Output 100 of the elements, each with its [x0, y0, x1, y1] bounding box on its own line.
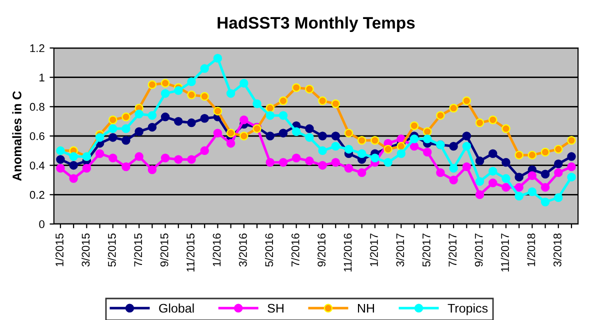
- point: [528, 150, 537, 160]
- point: [554, 168, 563, 178]
- point: [200, 146, 209, 156]
- point: [213, 54, 222, 63]
- point: [502, 182, 510, 192]
- point: [266, 132, 274, 140]
- x-tick-label: 7/2017: [448, 234, 457, 266]
- point: [318, 146, 327, 156]
- point: [488, 115, 498, 124]
- point: [514, 192, 524, 201]
- x-tick-label: 11/2015: [186, 233, 194, 272]
- point: [160, 89, 170, 98]
- point: [554, 159, 563, 168]
- point: [134, 127, 144, 136]
- point: [187, 118, 196, 128]
- point: [422, 148, 432, 157]
- x-tick-label: 9/2015: [160, 233, 168, 266]
- point: [187, 90, 196, 100]
- point: [187, 77, 196, 86]
- point: [488, 178, 498, 188]
- point: [200, 114, 209, 123]
- y-tick-label: 1.2: [30, 44, 44, 52]
- point: [344, 144, 354, 154]
- point: [462, 142, 472, 151]
- y-tick-label: 0.2: [30, 190, 44, 199]
- point: [318, 96, 327, 106]
- point: [528, 187, 537, 196]
- point: [160, 154, 170, 162]
- point: [540, 148, 550, 157]
- point: [200, 92, 209, 101]
- point: [567, 172, 576, 182]
- legend-label: NH: [358, 304, 374, 313]
- point: [122, 112, 130, 122]
- x-tick-label: 1/2016: [212, 234, 221, 266]
- point: [554, 144, 563, 154]
- point: [56, 155, 65, 164]
- y-tick-label: 0.8: [30, 102, 44, 111]
- point: [514, 182, 524, 192]
- x-tick-label: 3/2016: [238, 234, 247, 267]
- point: [266, 104, 274, 113]
- point: [174, 155, 183, 164]
- point: [331, 99, 340, 108]
- point: [540, 198, 550, 206]
- point: [122, 136, 130, 145]
- point: [449, 164, 458, 173]
- point: [292, 127, 301, 136]
- point: [567, 152, 576, 161]
- point: [318, 160, 327, 170]
- x-tick-label: 11/2017: [500, 234, 509, 272]
- y-tick-label: 0.6: [30, 132, 44, 140]
- point: [502, 124, 510, 134]
- x-tick-label: 1/2017: [370, 234, 378, 266]
- point: [488, 149, 498, 158]
- x-tick-label: 5/2016: [264, 234, 274, 267]
- point: [95, 133, 104, 142]
- x-tick-label: 7/2016: [291, 234, 300, 266]
- point: [396, 149, 406, 158]
- point: [462, 132, 472, 140]
- point: [344, 164, 354, 173]
- x-tick-label: 9/2016: [317, 234, 326, 266]
- point: [318, 132, 327, 140]
- point: [554, 193, 563, 202]
- point: [449, 176, 458, 184]
- point: [148, 80, 157, 90]
- point: [69, 160, 78, 170]
- point: [344, 128, 354, 138]
- point: [213, 128, 222, 138]
- point: [95, 149, 104, 158]
- point: [148, 122, 157, 132]
- point: [278, 96, 288, 106]
- x-tick-label: 5/2017: [422, 234, 430, 267]
- point: [160, 78, 170, 88]
- point: [305, 84, 314, 94]
- legend-label: Global: [159, 304, 194, 313]
- point: [108, 154, 118, 162]
- point: [108, 115, 118, 124]
- point: [278, 158, 288, 167]
- x-tick-label: 3/2017: [396, 234, 404, 267]
- point: [266, 158, 274, 167]
- point: [305, 133, 314, 142]
- x-tick-label: 7/2015: [134, 233, 142, 266]
- x-tick-label: 1/2015: [55, 233, 64, 266]
- y-tick-label: 0.4: [30, 162, 45, 170]
- point: [240, 132, 248, 140]
- point: [292, 154, 301, 162]
- point: [331, 142, 340, 151]
- point: [240, 115, 248, 124]
- point: [370, 154, 380, 162]
- point: [540, 182, 550, 192]
- chart-title: HadSST3 Monthly Temps: [218, 16, 415, 32]
- point: [226, 128, 236, 138]
- point: [56, 164, 65, 173]
- x-tick-label: 11/2016: [344, 234, 352, 272]
- x-tick-label: 3/2015: [81, 233, 90, 267]
- point: [514, 172, 524, 182]
- point: [292, 83, 301, 92]
- point: [357, 149, 366, 158]
- point: [122, 124, 130, 134]
- point: [475, 190, 484, 200]
- point: [475, 118, 484, 128]
